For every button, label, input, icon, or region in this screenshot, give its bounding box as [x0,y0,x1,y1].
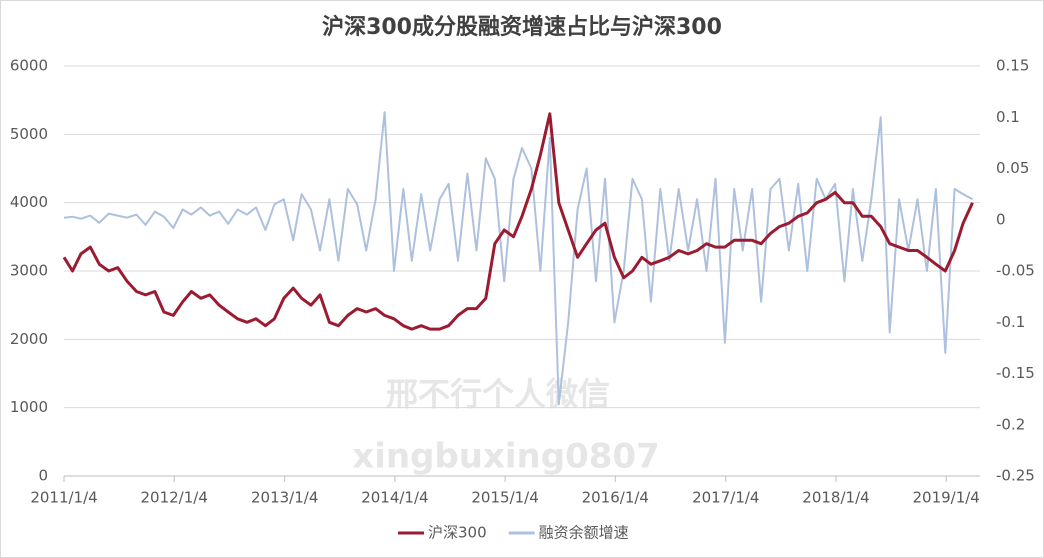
y2-tick-label: -0.15 [996,364,1035,382]
x-tick-label: 2018/1/4 [802,489,869,507]
series-line [63,111,973,406]
y2-tick-label: 0 [996,210,1006,228]
y-tick-label: 0 [38,467,48,485]
watermark: xingbuxing0807 [352,437,659,477]
chart-title: 沪深300成分股融资增速占比与沪深300 [322,14,722,40]
y2-tick-label: -0.25 [996,467,1035,485]
x-tick-label: 2015/1/4 [471,489,538,507]
series-line [62,112,974,331]
y2-tick-label: 0.1 [996,108,1020,126]
legend-label: 融资余额增速 [539,524,629,542]
x-tick-label: 2014/1/4 [361,489,428,507]
y-tick-label: 2000 [10,330,48,348]
x-tick-label: 2019/1/4 [912,489,979,507]
watermark: 邢不行个人微信 [386,375,610,413]
x-tick-label: 2017/1/4 [692,489,759,507]
y2-tick-label: -0.1 [996,313,1025,331]
y-tick-label: 3000 [10,262,48,280]
y-tick-label: 6000 [10,57,48,75]
y-tick-label: 4000 [10,193,48,211]
y2-tick-label: 0.15 [996,57,1029,75]
legend-label: 沪深300 [428,524,487,542]
x-tick-label: 2016/1/4 [582,489,649,507]
y-tick-label: 5000 [10,125,48,143]
x-tick-label: 2012/1/4 [141,489,208,507]
y-tick-label: 1000 [10,398,48,416]
y2-tick-label: 0.05 [996,159,1029,177]
x-tick-label: 2013/1/4 [251,489,318,507]
x-tick-label: 2011/1/4 [30,489,97,507]
y2-tick-label: -0.2 [996,415,1025,433]
y2-tick-label: -0.05 [996,262,1035,280]
